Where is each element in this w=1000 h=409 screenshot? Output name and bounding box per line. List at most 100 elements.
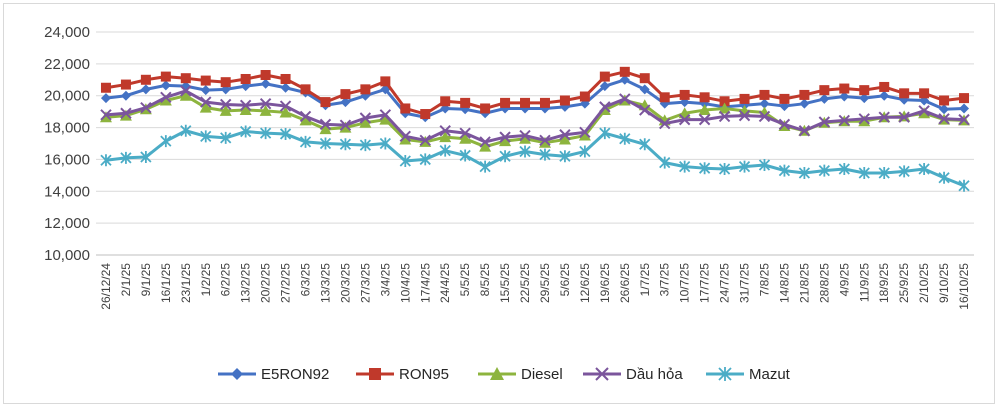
data-point	[958, 113, 970, 126]
data-point	[160, 80, 171, 91]
data-point	[319, 137, 332, 150]
data-point	[939, 104, 950, 115]
x-axis: 26/12/24 2/1/25 9/1/25 16/1/25 23/1/25 1/2/25…	[96, 254, 974, 310]
x-tick-label: 21/8/25	[797, 263, 811, 303]
x-tick-label: 20/2/25	[259, 263, 273, 303]
data-point	[799, 98, 810, 109]
data-point	[479, 136, 491, 148]
data-point	[739, 93, 750, 104]
data-point	[279, 127, 292, 140]
legend-label: Dầu hỏa	[626, 366, 683, 383]
data-point	[858, 115, 871, 127]
data-point	[99, 111, 112, 123]
x-tick-label: 18/9/25	[877, 263, 891, 303]
legend-marker	[369, 368, 381, 380]
data-point	[380, 76, 391, 87]
data-point	[260, 70, 271, 81]
data-point	[180, 124, 192, 137]
x-tick-label: 28/8/25	[817, 263, 831, 303]
data-point	[279, 106, 292, 118]
y-tick-label: 22,000	[44, 56, 90, 73]
y-tick-label: 14,000	[44, 183, 90, 200]
y-tick-label: 16,000	[44, 151, 90, 168]
data-point	[180, 73, 191, 84]
data-point	[839, 91, 850, 102]
data-point	[359, 116, 372, 128]
data-point	[778, 164, 791, 177]
data-point	[958, 179, 970, 192]
data-point	[480, 103, 491, 114]
data-point	[119, 109, 132, 121]
legend-item: Dầu hỏa	[583, 366, 683, 383]
data-point	[878, 111, 890, 123]
data-point	[479, 140, 492, 152]
data-point	[619, 93, 631, 105]
x-tick-label: 4/9/25	[837, 263, 851, 297]
data-point	[959, 103, 970, 114]
data-point	[838, 114, 851, 127]
data-point	[220, 131, 232, 144]
data-point	[319, 118, 332, 131]
data-point	[140, 101, 152, 114]
data-point	[359, 112, 372, 124]
data-point	[379, 137, 391, 150]
y-tick-label: 18,000	[44, 120, 90, 137]
data-point	[320, 97, 331, 108]
data-point	[718, 110, 731, 123]
data-point	[120, 79, 131, 90]
legend-marker	[595, 367, 609, 381]
data-point	[479, 160, 491, 173]
x-tick-label: 5/5/25	[458, 263, 472, 297]
data-point	[299, 110, 312, 123]
x-tick-label: 16/1/25	[159, 263, 173, 303]
data-point	[639, 138, 651, 151]
data-point	[679, 89, 690, 100]
x-tick-label: 24/4/25	[438, 263, 452, 303]
series-mazut	[100, 124, 970, 192]
data-point	[399, 133, 412, 145]
x-tick-label: 3/4/25	[378, 263, 392, 297]
data-point	[340, 89, 351, 100]
data-point	[698, 113, 711, 126]
data-point	[939, 95, 950, 106]
data-point	[160, 91, 172, 104]
x-tick-label: 9/10/25	[937, 263, 951, 303]
data-point	[879, 81, 890, 92]
data-point	[459, 127, 471, 139]
data-point	[280, 82, 291, 93]
data-point	[919, 88, 930, 99]
data-point	[259, 97, 272, 110]
data-point	[819, 93, 830, 104]
x-tick-label: 3/7/25	[658, 263, 672, 297]
series-d-u-h-a	[100, 85, 970, 148]
data-point	[639, 84, 650, 95]
x-tick-label: 8/5/25	[478, 263, 492, 297]
data-point	[779, 93, 790, 104]
data-point	[599, 127, 611, 140]
data-point	[858, 166, 870, 179]
data-point	[339, 138, 352, 151]
data-point	[898, 111, 910, 123]
data-point	[439, 144, 451, 157]
legend-item: RON95	[356, 366, 449, 383]
data-point	[539, 148, 551, 161]
data-point	[500, 97, 511, 108]
data-point	[559, 129, 571, 141]
data-point	[858, 113, 870, 125]
x-tick-label: 10/7/25	[678, 263, 692, 303]
data-point	[100, 82, 111, 93]
x-tick-label: 7/8/25	[757, 263, 771, 297]
series-ron95	[100, 66, 970, 120]
data-point	[460, 97, 471, 108]
x-tick-label: 9/1/25	[139, 263, 153, 297]
x-tick-label: 2/10/25	[917, 263, 931, 303]
data-point	[379, 113, 392, 125]
data-point	[859, 93, 870, 104]
data-point	[240, 73, 251, 84]
data-point	[818, 164, 830, 177]
data-point	[918, 105, 930, 117]
x-tick-label: 27/2/25	[279, 263, 293, 303]
x-tick-label: 29/5/25	[538, 263, 552, 303]
data-point	[619, 74, 630, 85]
data-point	[559, 150, 571, 163]
